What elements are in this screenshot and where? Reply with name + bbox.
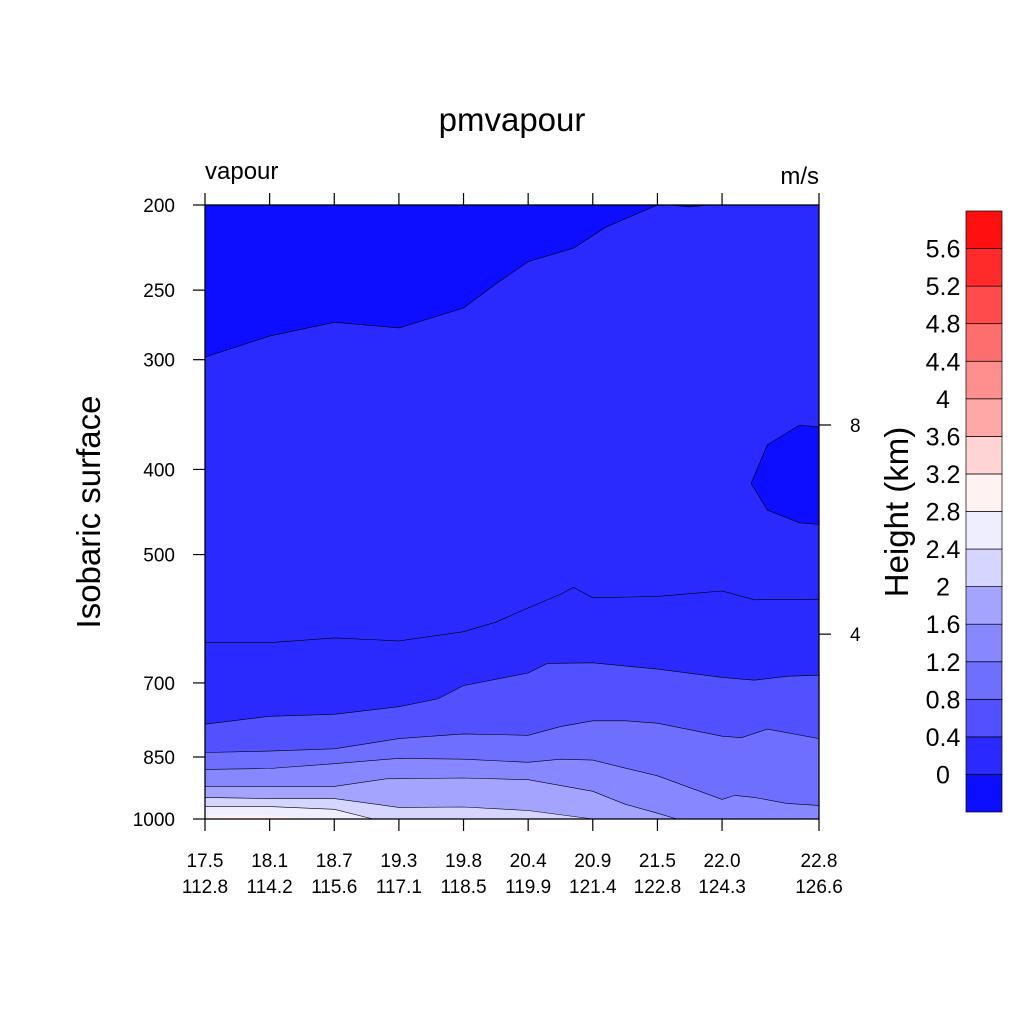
contour-band-2 [750, 424, 820, 525]
y-tick-label-3: 400 [143, 460, 175, 481]
colorbar-box-1 [965, 736, 1003, 775]
x-tick-label-lon-2: 115.6 [311, 877, 357, 898]
colorbar-label-0: 0 [936, 761, 950, 789]
y-tick-label-7: 1000 [133, 810, 175, 831]
colorbar-box-14 [965, 248, 1003, 287]
colorbar-label-13: 5.2 [926, 273, 961, 301]
colorbar-label-10: 4 [936, 386, 950, 414]
right-string: m/s [780, 163, 819, 190]
colorbar-label-5: 2 [936, 574, 950, 602]
colorbar-label-12: 4.8 [926, 311, 961, 339]
x-tick-label-lon-5: 119.9 [505, 877, 551, 898]
colorbar-box-2 [965, 698, 1003, 738]
colorbar-box-4 [965, 623, 1003, 663]
colorbar-label-14: 5.6 [926, 236, 961, 264]
y-tick-label-0: 200 [143, 196, 175, 217]
x-tick-label-lat-3: 19.3 [380, 851, 417, 872]
colorbar: 0 0.4 0.8 1.2 1.6 2 2.4 2.8 3.2 3.6 4 4.4 4.8 5.2 5.6 [926, 210, 1003, 813]
colorbar-box-11 [965, 360, 1003, 400]
colorbar-label-3: 1.2 [926, 649, 961, 677]
colorbar-box-13 [965, 285, 1003, 325]
colorbar-box-9 [965, 436, 1003, 475]
plot-frame [204, 204, 820, 820]
colorbar-box-0 [965, 774, 1003, 813]
y-tick-label-1: 250 [143, 281, 175, 302]
colorbar-label-7: 2.8 [926, 499, 961, 527]
x-tick-label-lat-6: 20.9 [574, 851, 611, 872]
colorbar-label-1: 0.4 [926, 724, 961, 752]
x-tick-label-lon-8: 124.3 [698, 877, 746, 898]
x-tick-label-lon-1: 114.2 [247, 877, 293, 898]
x-tick-label-lon-0: 112.8 [182, 877, 228, 898]
x-tick-label-lon-4: 118.5 [440, 877, 486, 898]
colorbar-label-6: 2.4 [926, 536, 961, 564]
x-tick-label-lat-7: 21.5 [639, 851, 676, 872]
x-tick-label-lon-3: 117.1 [376, 877, 422, 898]
y-axis-label: Isobaric surface [70, 396, 107, 629]
colorbar-box-15 [965, 210, 1003, 249]
colorbar-label-2: 0.8 [926, 686, 961, 714]
y-tick-label-6: 850 [143, 748, 175, 769]
colorbar-label-4: 1.6 [926, 611, 961, 639]
colorbar-box-5 [965, 586, 1003, 625]
colorbar-box-8 [965, 473, 1003, 512]
x-tick-label-lat-5: 20.4 [510, 851, 547, 872]
colorbar-box-12 [965, 323, 1003, 362]
x-tick-label-lon-9: 126.6 [795, 877, 843, 898]
colorbar-label-8: 3.2 [926, 461, 961, 489]
x-tick-label-lat-0: 17.5 [187, 851, 224, 872]
colorbar-box-6 [965, 548, 1003, 587]
colorbar-box-7 [965, 511, 1003, 550]
x-tick-label-lat-8: 22.0 [704, 851, 741, 872]
x-tick-label-lat-9: 22.8 [801, 851, 838, 872]
x-tick-label-lon-6: 121.4 [569, 877, 617, 898]
y-tick-label-2: 300 [143, 351, 175, 372]
y-tick-label-5: 700 [143, 674, 175, 695]
x-tick-label-lat-2: 18.7 [316, 851, 353, 872]
right-tick-label-1: 4 [850, 625, 861, 646]
colorbar-label-9: 3.6 [926, 423, 961, 451]
colorbar-label-11: 4.4 [926, 348, 961, 376]
colorbar-box-10 [965, 398, 1003, 437]
colorbar-box-3 [965, 661, 1003, 700]
plot-area [204, 204, 820, 820]
colorbar-label: Height (km) [878, 427, 915, 598]
left-string: vapour [205, 158, 278, 185]
y-tick-label-4: 500 [143, 546, 175, 567]
plot-axes: 17.5 112.8 18.1 114.2 18.7 115.6 19.3 117.1 19.8… [133, 193, 861, 898]
right-tick-label-0: 8 [850, 416, 861, 437]
contour-band-0 [204, 204, 658, 358]
x-tick-label-lat-4: 19.8 [445, 851, 482, 872]
chart-title: pmvapour [439, 101, 586, 138]
contour-band-lightest [205, 815, 322, 819]
x-tick-label-lon-7: 122.8 [634, 877, 682, 898]
x-tick-label-lat-1: 18.1 [251, 851, 288, 872]
